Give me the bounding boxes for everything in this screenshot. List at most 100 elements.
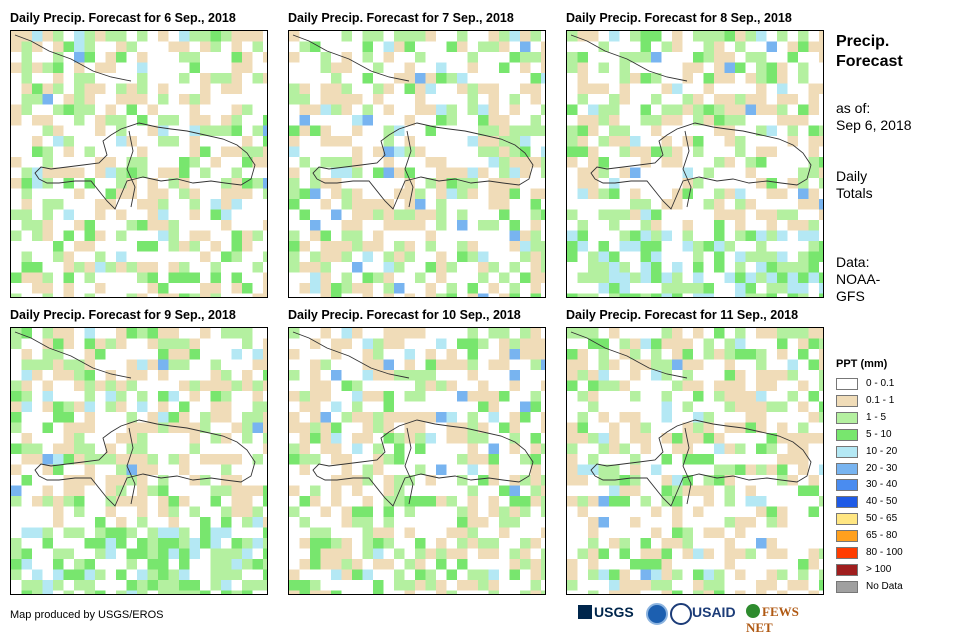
precip-cell	[404, 167, 415, 178]
precip-cell	[798, 433, 809, 444]
precip-cell	[63, 569, 74, 580]
precip-cell	[724, 272, 735, 283]
precip-cell	[320, 293, 331, 297]
precip-cell	[724, 73, 735, 84]
precip-cell	[661, 136, 672, 147]
precip-cell	[320, 52, 331, 63]
precip-cell	[32, 136, 43, 147]
precip-cell	[619, 167, 630, 178]
precip-cell	[714, 328, 725, 339]
precip-cell	[530, 590, 541, 594]
precip-cell	[457, 41, 468, 52]
precip-cell	[299, 443, 310, 454]
precip-cell	[21, 220, 32, 231]
precip-cell	[619, 83, 630, 94]
precip-cell	[724, 380, 735, 391]
precip-cell	[703, 52, 714, 63]
precip-cell	[21, 380, 32, 391]
precip-cell	[74, 241, 85, 252]
precip-cell	[404, 527, 415, 538]
precip-cell	[478, 569, 489, 580]
precip-cell	[499, 62, 510, 73]
panel-title-5: Daily Precip. Forecast for 10 Sep., 2018	[288, 308, 521, 322]
precip-cell	[32, 283, 43, 294]
precip-cell	[242, 178, 253, 189]
precip-cell	[84, 230, 95, 241]
precip-cell	[425, 83, 436, 94]
precip-cell	[798, 178, 809, 189]
precip-cell	[619, 241, 630, 252]
precip-cell	[53, 31, 64, 42]
precip-cell	[819, 569, 823, 580]
precip-cell	[189, 349, 200, 360]
precip-cell	[787, 433, 798, 444]
precip-cell	[231, 62, 242, 73]
precip-cell	[630, 464, 641, 475]
precip-cell	[520, 241, 531, 252]
precip-cell	[682, 370, 693, 381]
precip-cell	[263, 569, 267, 580]
precip-cell	[352, 262, 363, 273]
precip-cell	[21, 62, 32, 73]
precip-cell	[819, 359, 823, 370]
precip-cell	[567, 559, 578, 570]
precip-cell	[651, 349, 662, 360]
precip-cell	[221, 517, 232, 528]
precip-cell	[808, 485, 819, 496]
map-canvas	[11, 31, 267, 297]
precip-cell	[541, 41, 545, 52]
precip-cell	[808, 167, 819, 178]
precip-cell	[661, 580, 672, 591]
precip-cell	[42, 272, 53, 283]
precip-cell	[577, 167, 588, 178]
precip-cell	[467, 527, 478, 538]
precip-cell	[499, 209, 510, 220]
precip-cell	[231, 241, 242, 252]
precip-cell	[42, 230, 53, 241]
precip-cell	[808, 262, 819, 273]
precip-cell	[661, 157, 672, 168]
coastline	[590, 122, 812, 210]
precip-cell	[11, 230, 22, 241]
precip-cell	[745, 517, 756, 528]
precip-cell	[126, 262, 137, 273]
precip-cell	[651, 31, 662, 42]
precip-cell	[588, 146, 599, 157]
precip-cell	[383, 328, 394, 339]
precip-cell	[404, 391, 415, 402]
precip-cell	[819, 412, 823, 423]
precip-cell	[179, 167, 190, 178]
precip-cell	[777, 262, 788, 273]
precip-cell	[63, 293, 74, 297]
precip-cell	[105, 31, 116, 42]
precip-cell	[158, 328, 169, 339]
precip-cell	[609, 538, 620, 549]
precip-cell	[619, 443, 630, 454]
precip-cell	[200, 146, 211, 157]
precip-cell	[252, 125, 263, 136]
precip-cell	[116, 380, 127, 391]
precip-cell	[158, 412, 169, 423]
precip-cell	[179, 527, 190, 538]
precip-cell	[777, 349, 788, 360]
precip-cell	[158, 506, 169, 517]
precip-cell	[619, 380, 630, 391]
precip-cell	[95, 262, 106, 273]
precip-cell	[263, 220, 267, 231]
precip-cell	[415, 94, 426, 105]
precip-cell	[577, 496, 588, 507]
precip-cell	[478, 220, 489, 231]
precip-cell	[598, 167, 609, 178]
precip-cell	[415, 209, 426, 220]
precip-cell	[210, 580, 221, 591]
precip-cell	[74, 31, 85, 42]
precip-cell	[446, 590, 457, 594]
precip-cell	[446, 496, 457, 507]
precip-cell	[541, 157, 545, 168]
precip-cell	[530, 262, 541, 273]
precip-cell	[766, 569, 777, 580]
precip-cell	[263, 272, 267, 283]
precip-cell	[478, 41, 489, 52]
precip-cell	[189, 590, 200, 594]
precip-cell	[567, 104, 578, 115]
